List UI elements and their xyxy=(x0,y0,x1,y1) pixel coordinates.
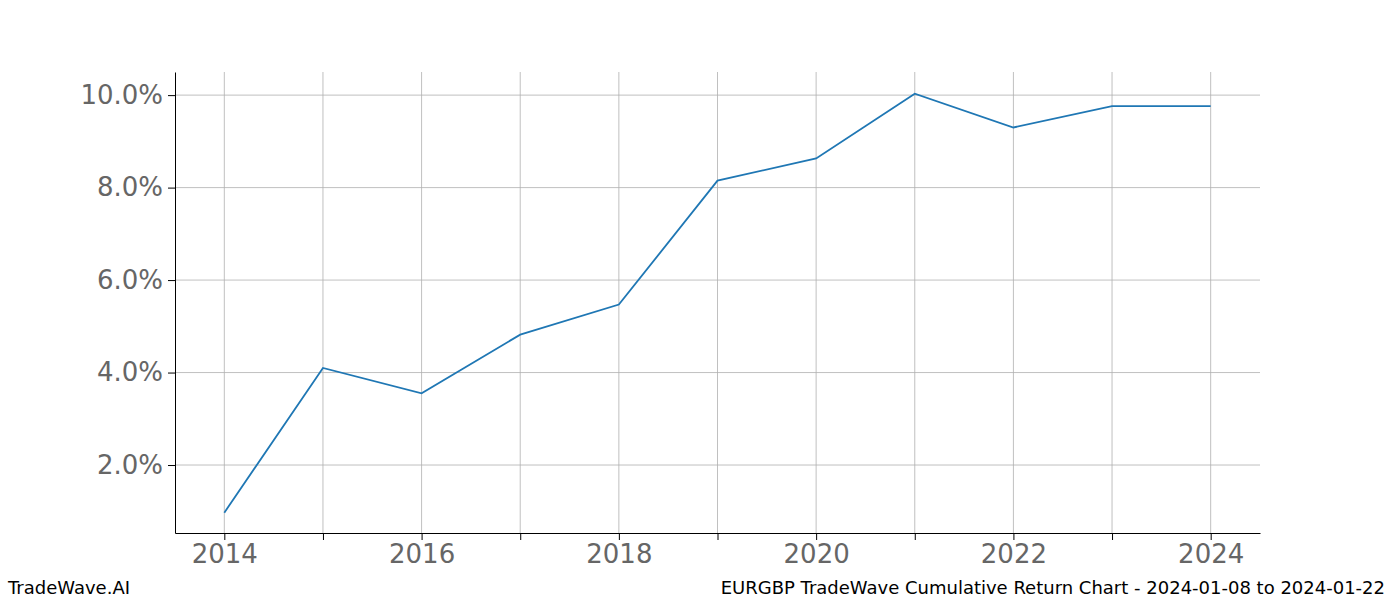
x-tick: 2020 xyxy=(784,533,850,569)
x-tick-label: 2016 xyxy=(389,539,455,569)
grid-line-x xyxy=(1112,72,1113,533)
y-tick: 6.0% xyxy=(97,265,175,295)
x-tick-mark xyxy=(323,533,324,540)
chart: 2014 2016 2018 2020 2022 2024 2.0% 4.0% 6.0% 8.0%… xyxy=(0,0,1400,600)
x-tick xyxy=(1112,533,1113,540)
x-tick-mark xyxy=(1112,533,1113,540)
grid-line-x xyxy=(816,72,817,533)
y-tick-label: 6.0% xyxy=(97,265,163,295)
grid-line-y xyxy=(175,280,1260,281)
y-tick-label: 2.0% xyxy=(97,450,163,480)
grid-line-y xyxy=(175,95,1260,96)
x-tick-mark xyxy=(520,533,521,540)
grid-line-x xyxy=(1013,72,1014,533)
x-tick: 2014 xyxy=(192,533,258,569)
x-tick-label: 2022 xyxy=(981,539,1047,569)
grid-line-x xyxy=(618,72,619,533)
y-tick-label: 8.0% xyxy=(97,172,163,202)
x-tick-mark xyxy=(915,533,916,540)
line xyxy=(224,94,1210,513)
x-tick: 2024 xyxy=(1178,533,1244,569)
y-tick: 10.0% xyxy=(80,80,175,110)
x-tick xyxy=(323,533,324,540)
y-tick-mark xyxy=(168,95,175,96)
x-tick: 2018 xyxy=(586,533,652,569)
y-tick: 8.0% xyxy=(97,172,175,202)
grid-line-y xyxy=(175,465,1260,466)
x-tick-label: 2014 xyxy=(192,539,258,569)
grid-line-x xyxy=(224,72,225,533)
y-axis-line xyxy=(175,73,176,534)
x-tick: 2016 xyxy=(389,533,455,569)
x-axis: 2014 2016 2018 2020 2022 2024 xyxy=(176,533,1261,569)
grid-line-x xyxy=(322,72,323,533)
y-tick-mark xyxy=(168,280,175,281)
y-tick: 2.0% xyxy=(97,450,175,480)
title: EURGBP TradeWave Cumulative Return Chart… xyxy=(721,577,1385,598)
grid-line-x xyxy=(421,72,422,533)
grid-line-y xyxy=(175,187,1260,188)
grid-line-x xyxy=(914,72,915,533)
y-tick-label: 10.0% xyxy=(80,80,163,110)
x-tick xyxy=(718,533,719,540)
y-tick-label: 4.0% xyxy=(97,357,163,387)
x-tick-label: 2024 xyxy=(1178,539,1244,569)
y-tick-mark xyxy=(168,465,175,466)
plot-area xyxy=(224,94,1210,513)
x-tick xyxy=(520,533,521,540)
grid-line-x xyxy=(520,72,521,533)
x-tick-mark xyxy=(718,533,719,540)
y-tick-mark xyxy=(168,373,175,374)
x-tick-label: 2018 xyxy=(586,539,652,569)
grid-line-x xyxy=(1210,72,1211,533)
watermark: TradeWave.AI xyxy=(7,577,130,598)
y-tick-mark xyxy=(168,188,175,189)
y-tick: 4.0% xyxy=(97,357,175,387)
x-tick: 2022 xyxy=(981,533,1047,569)
x-tick-label: 2020 xyxy=(784,539,850,569)
y-axis: 2.0% 4.0% 6.0% 8.0% 10.0% xyxy=(80,73,175,534)
grid xyxy=(175,72,1260,533)
grid-line-x xyxy=(717,72,718,533)
x-tick xyxy=(915,533,916,540)
